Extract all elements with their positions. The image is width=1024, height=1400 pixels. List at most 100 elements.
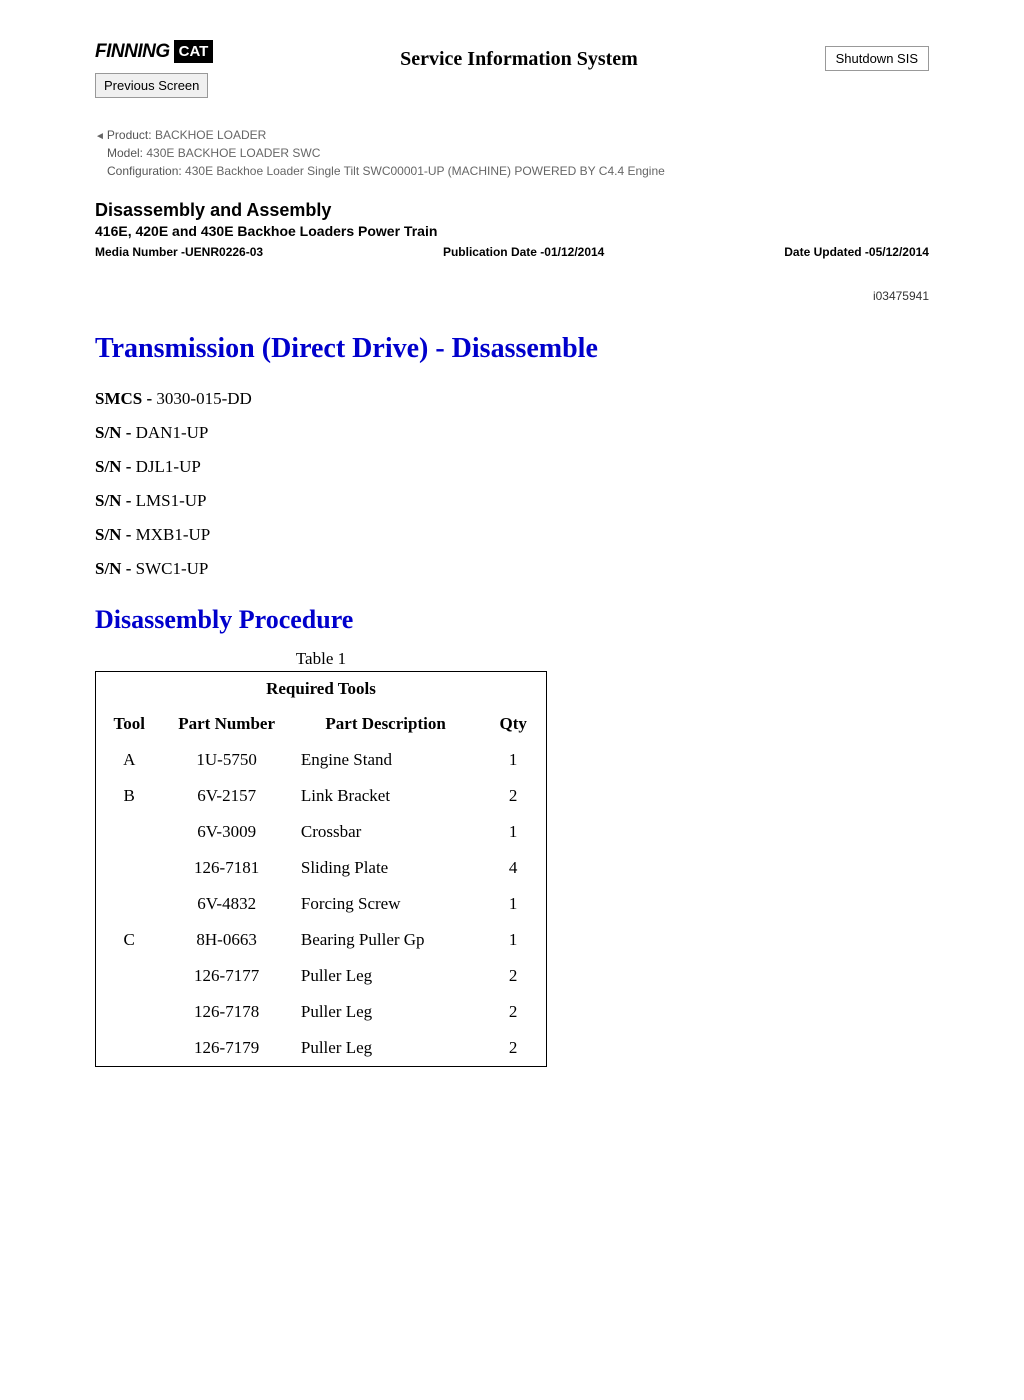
back-arrow-icon: ◄ bbox=[95, 131, 105, 142]
logo: FINNING CAT bbox=[95, 40, 213, 63]
cell-part-number: 126-7181 bbox=[162, 850, 290, 886]
table-caption: Table 1 bbox=[95, 649, 547, 669]
spec-line: SMCS - 3030-015-DD bbox=[95, 389, 929, 409]
cell-tool: A bbox=[96, 742, 163, 778]
cell-description: Puller Leg bbox=[291, 994, 480, 1030]
spec-label: S/N - bbox=[95, 491, 136, 510]
logo-text: FINNING bbox=[95, 41, 170, 63]
cell-qty: 1 bbox=[480, 922, 546, 958]
cell-part-number: 126-7179 bbox=[162, 1030, 290, 1067]
doc-heading: Disassembly and Assembly bbox=[95, 200, 929, 221]
spec-value: LMS1-UP bbox=[136, 491, 207, 510]
cell-part-number: 1U-5750 bbox=[162, 742, 290, 778]
spec-value: SWC1-UP bbox=[136, 559, 209, 578]
date-updated: Date Updated -05/12/2014 bbox=[784, 245, 929, 259]
spec-line: S/N - DAN1-UP bbox=[95, 423, 929, 443]
col-tool: Tool bbox=[96, 706, 163, 742]
spec-line: S/N - DJL1-UP bbox=[95, 457, 929, 477]
cell-part-number: 126-7178 bbox=[162, 994, 290, 1030]
spec-label: S/N - bbox=[95, 457, 136, 476]
previous-screen-button[interactable]: Previous Screen bbox=[95, 73, 208, 98]
table-row: 6V-3009Crossbar1 bbox=[96, 814, 547, 850]
cell-tool bbox=[96, 850, 163, 886]
meta-block: ◄Product: BACKHOE LOADER Model: 430E BAC… bbox=[95, 128, 929, 178]
doc-subheading: 416E, 420E and 430E Backhoe Loaders Powe… bbox=[95, 223, 929, 239]
cell-qty: 4 bbox=[480, 850, 546, 886]
cell-qty: 2 bbox=[480, 1030, 546, 1067]
col-qty: Qty bbox=[480, 706, 546, 742]
model-label: Model: bbox=[107, 146, 143, 160]
product-label: Product: bbox=[107, 128, 152, 142]
cell-qty: 2 bbox=[480, 958, 546, 994]
product-value: BACKHOE LOADER bbox=[152, 128, 267, 142]
spec-label: S/N - bbox=[95, 525, 136, 544]
specs-list: SMCS - 3030-015-DDS/N - DAN1-UPS/N - DJL… bbox=[95, 389, 929, 579]
logo-badge: CAT bbox=[174, 40, 214, 63]
spec-label: S/N - bbox=[95, 559, 136, 578]
spec-value: DAN1-UP bbox=[136, 423, 209, 442]
col-part-description: Part Description bbox=[291, 706, 480, 742]
cell-qty: 1 bbox=[480, 742, 546, 778]
spec-label: S/N - bbox=[95, 423, 136, 442]
col-part-number: Part Number bbox=[162, 706, 290, 742]
cell-qty: 1 bbox=[480, 814, 546, 850]
spec-value: 3030-015-DD bbox=[156, 389, 251, 408]
cell-description: Puller Leg bbox=[291, 958, 480, 994]
header: FINNING CAT Previous Screen Service Info… bbox=[95, 40, 929, 98]
cell-qty: 1 bbox=[480, 886, 546, 922]
cell-part-number: 6V-2157 bbox=[162, 778, 290, 814]
doc-id: i03475941 bbox=[95, 289, 929, 303]
spec-label: SMCS - bbox=[95, 389, 156, 408]
sis-title: Service Information System bbox=[213, 48, 824, 71]
cell-description: Puller Leg bbox=[291, 1030, 480, 1067]
spec-line: S/N - SWC1-UP bbox=[95, 559, 929, 579]
model-value: 430E BACKHOE LOADER SWC bbox=[143, 146, 320, 160]
publication-row: Media Number -UENR0226-03 Publication Da… bbox=[95, 245, 929, 259]
cell-tool bbox=[96, 958, 163, 994]
config-label: Configuration: bbox=[107, 164, 182, 178]
table-row: C8H-0663Bearing Puller Gp1 bbox=[96, 922, 547, 958]
cell-tool bbox=[96, 886, 163, 922]
config-value: 430E Backhoe Loader Single Tilt SWC00001… bbox=[182, 164, 665, 178]
procedure-subtitle: Disassembly Procedure bbox=[95, 605, 929, 635]
media-number: Media Number -UENR0226-03 bbox=[95, 245, 263, 259]
logo-section: FINNING CAT Previous Screen bbox=[95, 40, 213, 98]
cell-description: Sliding Plate bbox=[291, 850, 480, 886]
publication-date: Publication Date -01/12/2014 bbox=[443, 245, 604, 259]
meta-product: ◄Product: BACKHOE LOADER bbox=[95, 128, 929, 142]
cell-part-number: 126-7177 bbox=[162, 958, 290, 994]
table-row: 126-7179Puller Leg2 bbox=[96, 1030, 547, 1067]
table-row: 6V-4832Forcing Screw1 bbox=[96, 886, 547, 922]
table-row: 126-7178Puller Leg2 bbox=[96, 994, 547, 1030]
meta-model: Model: 430E BACKHOE LOADER SWC bbox=[95, 146, 929, 160]
spec-value: MXB1-UP bbox=[136, 525, 211, 544]
cell-tool bbox=[96, 994, 163, 1030]
table-row: A1U-5750Engine Stand1 bbox=[96, 742, 547, 778]
cell-description: Link Bracket bbox=[291, 778, 480, 814]
cell-qty: 2 bbox=[480, 778, 546, 814]
table-row: B6V-2157Link Bracket2 bbox=[96, 778, 547, 814]
spec-line: S/N - LMS1-UP bbox=[95, 491, 929, 511]
cell-part-number: 8H-0663 bbox=[162, 922, 290, 958]
table-title: Required Tools bbox=[96, 672, 547, 707]
cell-tool bbox=[96, 814, 163, 850]
cell-description: Crossbar bbox=[291, 814, 480, 850]
cell-description: Forcing Screw bbox=[291, 886, 480, 922]
cell-description: Bearing Puller Gp bbox=[291, 922, 480, 958]
cell-qty: 2 bbox=[480, 994, 546, 1030]
required-tools-table: Required Tools Tool Part Number Part Des… bbox=[95, 671, 547, 1067]
spec-value: DJL1-UP bbox=[136, 457, 201, 476]
cell-tool bbox=[96, 1030, 163, 1067]
shutdown-sis-button[interactable]: Shutdown SIS bbox=[825, 46, 929, 71]
table-header-row: Tool Part Number Part Description Qty bbox=[96, 706, 547, 742]
main-title: Transmission (Direct Drive) - Disassembl… bbox=[95, 333, 929, 365]
cell-tool: C bbox=[96, 922, 163, 958]
meta-config: Configuration: 430E Backhoe Loader Singl… bbox=[95, 164, 929, 178]
cell-tool: B bbox=[96, 778, 163, 814]
cell-description: Engine Stand bbox=[291, 742, 480, 778]
spec-line: S/N - MXB1-UP bbox=[95, 525, 929, 545]
table-row: 126-7181Sliding Plate4 bbox=[96, 850, 547, 886]
cell-part-number: 6V-4832 bbox=[162, 886, 290, 922]
table-row: 126-7177Puller Leg2 bbox=[96, 958, 547, 994]
cell-part-number: 6V-3009 bbox=[162, 814, 290, 850]
